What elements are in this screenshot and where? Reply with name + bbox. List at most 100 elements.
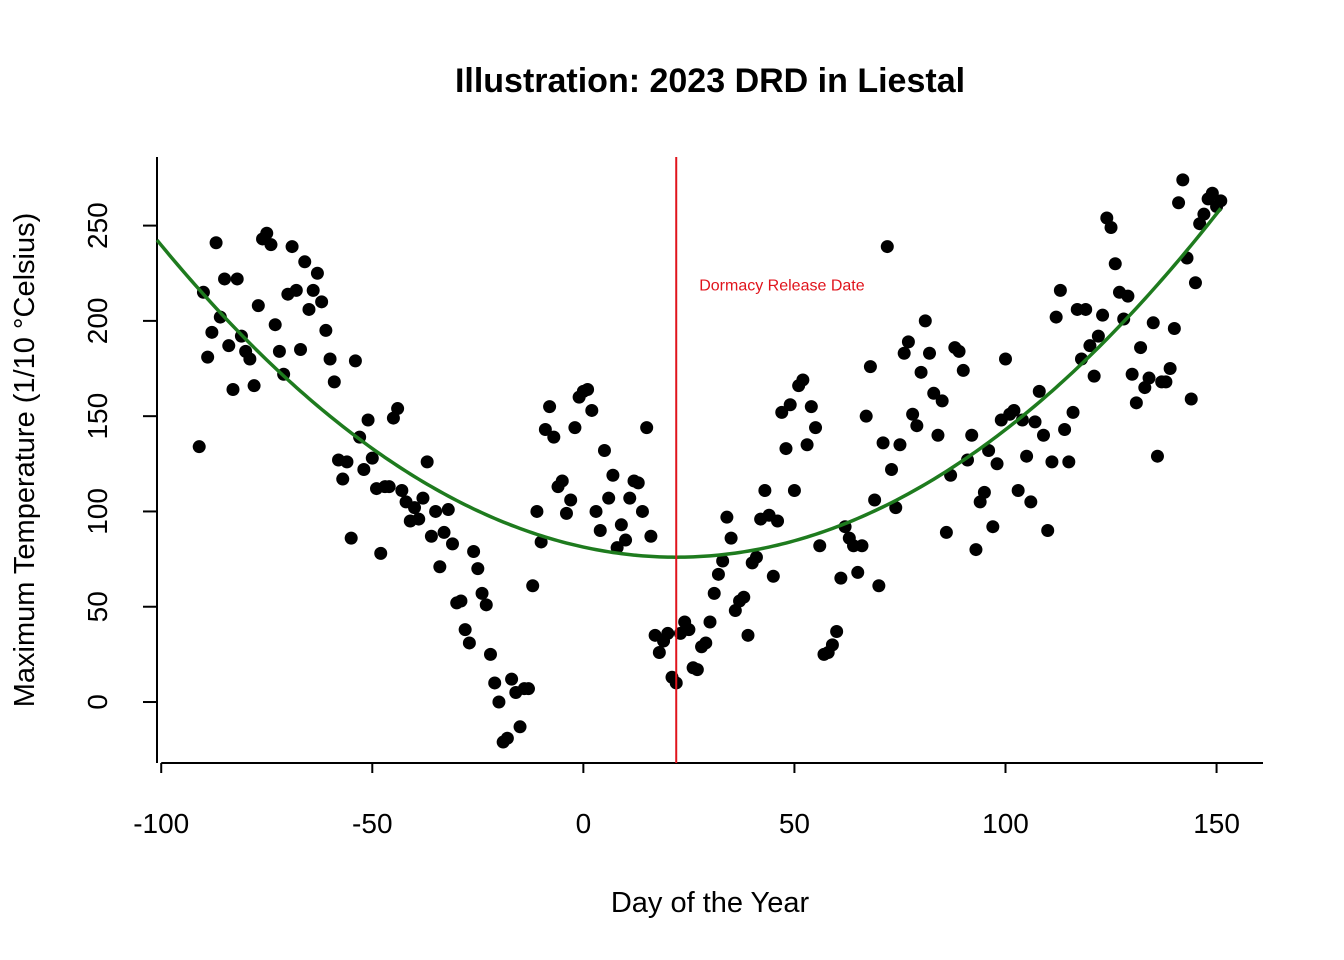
data-point bbox=[906, 407, 920, 421]
y-tick-label: 200 bbox=[82, 298, 113, 345]
data-point bbox=[382, 480, 396, 494]
fit-curve bbox=[155, 207, 1223, 559]
data-point bbox=[977, 485, 991, 499]
data-point bbox=[965, 428, 979, 442]
data-point bbox=[699, 636, 713, 650]
data-point bbox=[1032, 384, 1046, 398]
data-point bbox=[1142, 371, 1156, 385]
data-point bbox=[505, 672, 519, 686]
data-point bbox=[602, 491, 616, 505]
data-point bbox=[492, 695, 506, 709]
data-point bbox=[809, 421, 823, 435]
data-point bbox=[661, 626, 675, 640]
data-point bbox=[986, 520, 1000, 534]
data-point bbox=[458, 623, 472, 637]
data-point bbox=[521, 682, 535, 696]
data-point bbox=[910, 419, 924, 433]
data-point bbox=[1159, 375, 1173, 389]
data-point bbox=[500, 731, 514, 745]
data-point bbox=[230, 272, 244, 286]
data-point bbox=[885, 463, 899, 477]
data-point bbox=[310, 266, 324, 280]
data-point bbox=[513, 720, 527, 734]
data-point bbox=[391, 402, 405, 416]
data-point bbox=[475, 586, 489, 600]
data-point bbox=[272, 344, 286, 358]
data-point bbox=[564, 493, 578, 507]
data-point bbox=[614, 518, 628, 532]
data-point bbox=[623, 491, 637, 505]
data-point bbox=[1146, 316, 1160, 330]
data-point bbox=[454, 594, 468, 608]
data-point bbox=[530, 504, 544, 518]
data-point bbox=[336, 472, 350, 486]
data-point bbox=[830, 625, 844, 639]
data-point bbox=[1205, 186, 1219, 200]
x-tick-label: -50 bbox=[352, 808, 392, 839]
data-point bbox=[876, 436, 890, 450]
data-point bbox=[690, 663, 704, 677]
data-point bbox=[205, 325, 219, 339]
y-tick-label: 250 bbox=[82, 202, 113, 249]
data-point bbox=[716, 554, 730, 568]
data-point bbox=[467, 544, 481, 558]
x-tick-label: 0 bbox=[576, 808, 592, 839]
data-point bbox=[534, 535, 548, 549]
data-point bbox=[340, 455, 354, 469]
data-point bbox=[424, 529, 438, 543]
data-point bbox=[1163, 362, 1177, 376]
data-point bbox=[222, 339, 236, 353]
data-point bbox=[1053, 283, 1067, 297]
data-point bbox=[834, 571, 848, 585]
data-point bbox=[581, 382, 595, 396]
x-ticks: -100 -50 0 50 100 150 bbox=[133, 763, 1240, 839]
data-point bbox=[1083, 339, 1097, 353]
data-point bbox=[433, 560, 447, 574]
data-point bbox=[298, 255, 312, 269]
data-point bbox=[640, 421, 654, 435]
data-point bbox=[306, 283, 320, 297]
data-point bbox=[724, 531, 738, 545]
data-point bbox=[593, 524, 607, 538]
data-point bbox=[1125, 367, 1139, 381]
data-point bbox=[707, 586, 721, 600]
data-point bbox=[247, 379, 261, 393]
data-point bbox=[395, 483, 409, 497]
data-point bbox=[914, 365, 928, 379]
x-tick-label: 50 bbox=[779, 808, 810, 839]
data-point bbox=[855, 539, 869, 553]
release-label: Dormacy Release Date bbox=[699, 278, 865, 295]
data-point bbox=[737, 590, 751, 604]
data-point bbox=[703, 615, 717, 629]
data-point bbox=[416, 491, 430, 505]
data-point bbox=[315, 295, 329, 309]
data-point bbox=[804, 400, 818, 414]
data-point bbox=[893, 438, 907, 452]
data-point bbox=[931, 428, 945, 442]
data-point bbox=[264, 238, 278, 252]
data-point bbox=[1214, 194, 1228, 208]
data-point bbox=[859, 409, 873, 423]
data-point bbox=[1007, 403, 1021, 417]
data-point bbox=[412, 512, 426, 526]
data-point bbox=[192, 440, 206, 454]
data-point bbox=[344, 531, 358, 545]
data-point bbox=[1167, 322, 1181, 336]
x-axis-label: Day of the Year bbox=[611, 887, 810, 919]
data-point bbox=[555, 474, 569, 488]
data-point bbox=[538, 423, 552, 437]
data-point bbox=[1049, 310, 1063, 324]
data-point bbox=[547, 430, 561, 444]
data-point bbox=[201, 350, 215, 364]
data-point bbox=[357, 463, 371, 477]
data-point bbox=[1041, 524, 1055, 538]
data-point bbox=[1188, 276, 1202, 290]
y-axis-label: Maximum Temperature (1/10 °Celsius) bbox=[9, 213, 41, 708]
data-point bbox=[597, 443, 611, 457]
data-point bbox=[218, 272, 232, 286]
data-point bbox=[1045, 455, 1059, 469]
data-point bbox=[559, 506, 573, 520]
data-point bbox=[285, 240, 299, 254]
x-tick-label: 150 bbox=[1193, 808, 1240, 839]
data-point bbox=[348, 354, 362, 368]
